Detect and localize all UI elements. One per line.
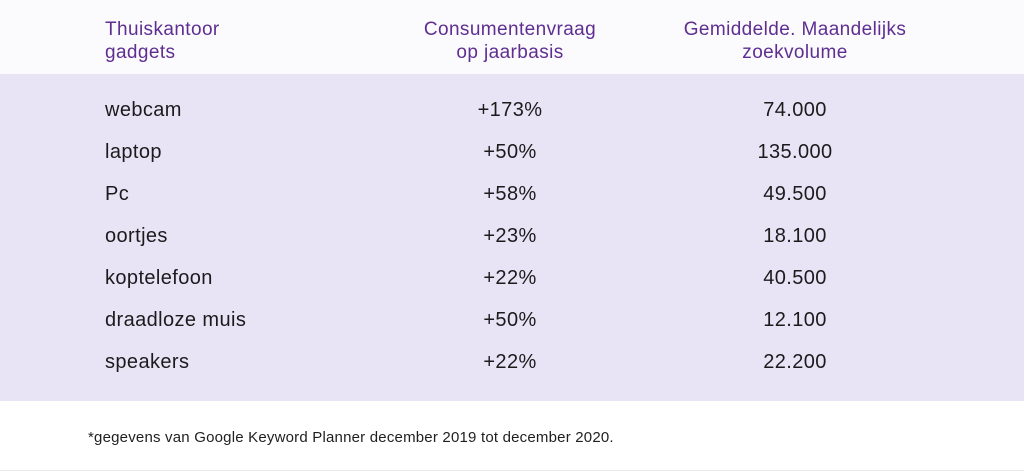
source-footnote: *gegevens van Google Keyword Planner dec… (88, 429, 614, 446)
volume-cell: 49.500 (763, 182, 827, 205)
table-row: draadloze muis +50% 12.100 (0, 299, 1024, 341)
volume-cell: 40.500 (763, 266, 827, 289)
volume-cell: 18.100 (763, 224, 827, 247)
table-row: koptelefoon +22% 40.500 (0, 257, 1024, 299)
volume-cell: 12.100 (763, 308, 827, 331)
gadget-cell: draadloze muis (105, 308, 247, 331)
demand-cell: +22% (483, 266, 537, 289)
table-row: speakers +22% 22.200 (0, 341, 1024, 383)
demand-cell: +58% (483, 182, 537, 205)
demand-cell: +173% (477, 98, 543, 121)
table-header: Thuiskantoor gadgets Consumentenvraag op… (0, 0, 1024, 74)
table-row: webcam +173% 74.000 (0, 89, 1024, 131)
volume-cell: 135.000 (757, 140, 833, 163)
gadget-cell: koptelefoon (105, 266, 213, 289)
gadget-cell: Pc (105, 182, 130, 205)
demand-cell: +50% (483, 140, 537, 163)
bottom-divider (0, 470, 1024, 471)
volume-cell: 74.000 (763, 98, 827, 121)
column-header-volume: Gemiddelde. Maandelijks zoekvolume (683, 19, 907, 63)
gadget-cell: speakers (105, 350, 190, 373)
demand-cell: +22% (483, 350, 537, 373)
gadget-cell: oortjes (105, 224, 168, 247)
table-body: webcam +173% 74.000 laptop +50% 135.000 … (0, 74, 1024, 401)
gadget-cell: webcam (105, 98, 182, 121)
table-row: oortjes +23% 18.100 (0, 215, 1024, 257)
table-row: Pc +58% 49.500 (0, 173, 1024, 215)
table-row: laptop +50% 135.000 (0, 131, 1024, 173)
demand-cell: +50% (483, 308, 537, 331)
volume-cell: 22.200 (763, 350, 827, 373)
column-header-demand: Consumentenvraag op jaarbasis (423, 19, 597, 63)
column-header-gadgets: Thuiskantoor gadgets (105, 19, 220, 63)
gadget-cell: laptop (105, 140, 162, 163)
demand-cell: +23% (483, 224, 537, 247)
